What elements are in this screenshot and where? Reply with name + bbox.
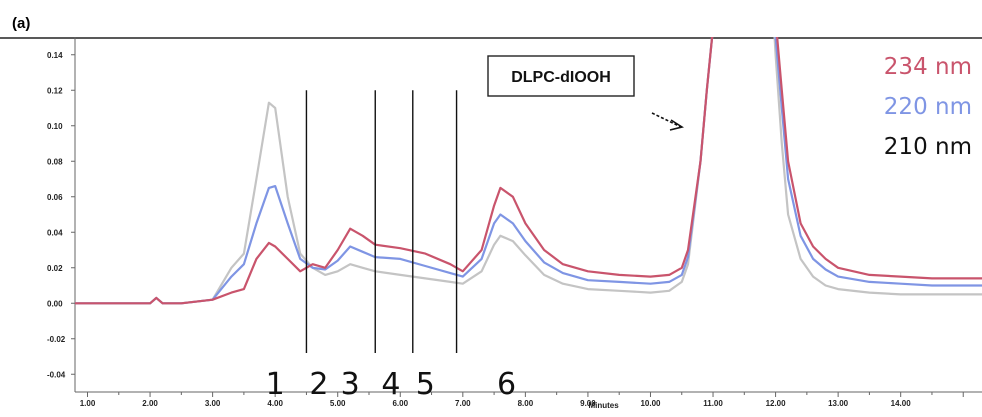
- annotation-arrow-head: [669, 119, 685, 131]
- region-label-4: 4: [381, 367, 400, 402]
- x-axis: 1.00 2.00 3.00 4.00 5.00 6.00 7.00 8.00 9.00 10.0…: [75, 391, 982, 410]
- x-tick-label: 10.00: [640, 399, 661, 408]
- x-tick-label: 14.00: [891, 399, 912, 408]
- x-tick-label: 6.00: [392, 399, 408, 408]
- series-line-210-nm: [75, 37, 982, 305]
- x-axis-title: Minutes: [588, 401, 619, 410]
- x-tick-label: 4.00: [267, 399, 283, 408]
- y-tick-label: 0.02: [47, 264, 63, 273]
- x-tick-label: 9.00: [580, 399, 596, 408]
- x-tick-label: 13.00: [828, 399, 849, 408]
- annotation-arrow: [651, 112, 685, 131]
- series-layer: [75, 37, 982, 305]
- legend: 234 nm 220 nm 210 nm: [884, 54, 972, 160]
- x-tick-label: 5.00: [330, 399, 346, 408]
- y-tick-label: -0.02: [47, 335, 66, 344]
- y-tick-label: 0.12: [47, 86, 63, 95]
- y-tick-label: 0.06: [47, 193, 63, 202]
- region-label-6: 6: [497, 367, 516, 402]
- y-axis: 0.14 0.12 0.10 0.08 0.06 0.04 0.02 0.00 -0.02 -0.…: [47, 37, 76, 392]
- legend-label-234-nm: 234 nm: [884, 54, 972, 80]
- y-tick-label: 0.08: [47, 157, 63, 166]
- x-tick-label: 1.00: [80, 399, 96, 408]
- panel-label: (a): [12, 15, 30, 32]
- y-tick-label: 0.04: [47, 228, 63, 237]
- x-tick-label: 2.00: [142, 399, 158, 408]
- region-label-5: 5: [416, 367, 435, 402]
- region-label-3: 3: [341, 367, 360, 402]
- legend-label-220-nm: 220 nm: [884, 94, 972, 120]
- x-tick-label: 11.00: [703, 399, 723, 408]
- x-tick-label: 8.00: [518, 399, 534, 408]
- region-label-2: 2: [309, 367, 328, 402]
- legend-label-210-nm: 210 nm: [884, 134, 972, 160]
- series-line-220-nm: [75, 37, 982, 305]
- annotation-text: DLPC-dIOOH: [511, 69, 611, 86]
- series-line-234-nm: [75, 37, 982, 305]
- x-tick-label: 12.00: [766, 399, 787, 408]
- annotation-arrow-shaft: [651, 112, 682, 128]
- y-tick-label: 0.10: [47, 122, 63, 131]
- region-dividers: [305, 90, 458, 353]
- region-label-1: 1: [266, 367, 285, 402]
- x-tick-label: 7.00: [455, 399, 471, 408]
- y-tick-label: -0.04: [47, 370, 66, 379]
- y-tick-label: 0.00: [47, 299, 63, 308]
- annotation-box-frame: [487, 55, 635, 97]
- x-tick-label: 3.00: [205, 399, 221, 408]
- annotation-box: DLPC-dIOOH: [487, 55, 635, 97]
- y-tick-label: 0.14: [47, 51, 63, 60]
